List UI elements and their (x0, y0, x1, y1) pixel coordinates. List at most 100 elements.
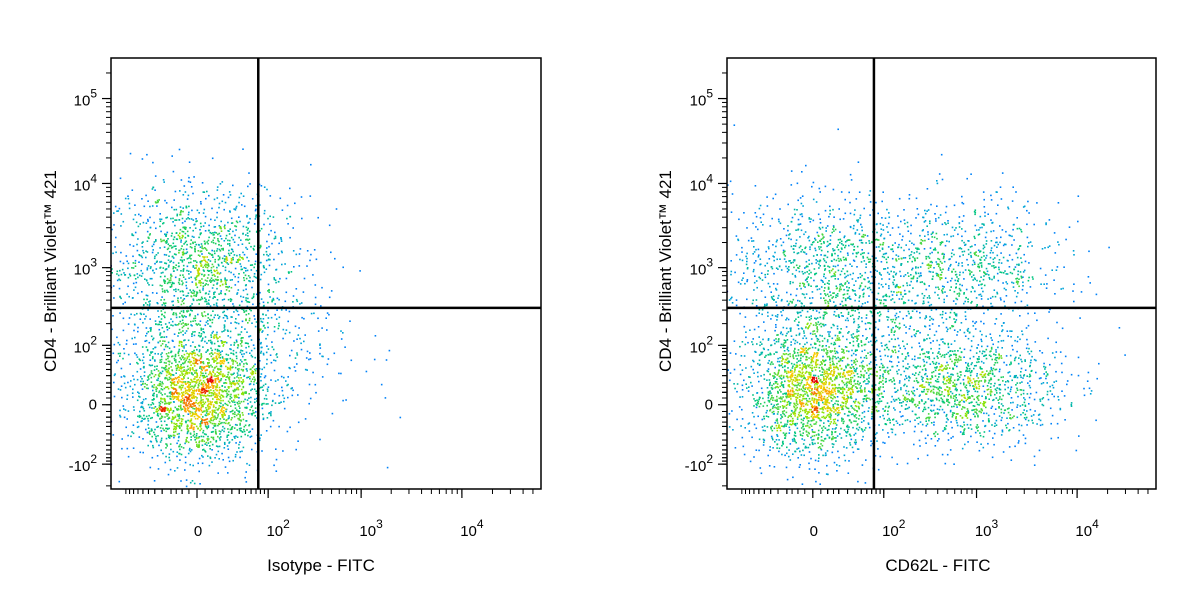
event-dot (202, 331, 205, 333)
event-dot (136, 249, 139, 252)
event-dot (886, 208, 888, 211)
event-dot (1061, 327, 1064, 330)
event-dot (783, 258, 786, 260)
event-dot (204, 392, 206, 394)
event-dot (208, 359, 210, 361)
event-dot (182, 194, 185, 196)
event-dot (145, 339, 148, 342)
event-dot (245, 392, 247, 394)
event-dot (168, 436, 170, 439)
event-dot (787, 318, 790, 321)
event-dot (216, 250, 218, 252)
event-dot (192, 397, 194, 399)
event-dot (232, 373, 234, 375)
event-dot (181, 315, 184, 318)
event-dot (173, 333, 176, 335)
event-dot (209, 379, 211, 381)
event-dot (171, 392, 173, 394)
event-dot (754, 275, 756, 277)
event-dot (195, 390, 198, 392)
event-dot (153, 369, 156, 371)
event-dot (190, 258, 192, 260)
event-dot (941, 285, 944, 288)
event-dot (815, 262, 818, 264)
event-dot (205, 421, 208, 423)
event-dot (171, 355, 174, 357)
event-dot (138, 274, 141, 277)
event-dot (1080, 291, 1083, 293)
event-dot (236, 293, 238, 295)
event-dot (1061, 371, 1063, 374)
event-dot (205, 378, 208, 381)
event-dot (180, 363, 182, 366)
event-dot (217, 367, 219, 370)
event-dot (193, 402, 196, 405)
event-dot (1060, 288, 1062, 290)
event-dot (764, 329, 766, 332)
event-dot (170, 386, 173, 389)
event-dot (776, 258, 778, 261)
event-dot (187, 389, 189, 392)
event-dot (866, 235, 869, 237)
event-dot (163, 429, 165, 432)
event-dot (769, 285, 771, 288)
event-dot (217, 415, 219, 417)
event-dot (786, 291, 788, 294)
event-dot (255, 368, 258, 370)
event-dot (232, 349, 235, 352)
event-dot (251, 373, 253, 376)
event-dot (155, 390, 158, 392)
event-dot (942, 341, 944, 343)
event-dot (202, 212, 205, 214)
event-dot (207, 259, 210, 261)
event-dot (200, 203, 202, 205)
event-dot (288, 331, 291, 334)
event-dot (201, 421, 203, 424)
event-dot (290, 387, 292, 390)
event-dot (856, 266, 858, 268)
event-dot (189, 383, 191, 386)
event-dot (196, 291, 198, 293)
event-dot (218, 352, 220, 355)
event-dot (809, 221, 812, 223)
event-dot (165, 427, 167, 430)
event-dot (213, 198, 216, 201)
event-dot (1061, 390, 1063, 392)
event-dot (1003, 300, 1005, 303)
event-dot (145, 302, 147, 304)
event-dot (335, 208, 338, 210)
event-dot (184, 232, 187, 235)
event-dot (164, 304, 167, 307)
event-dot (209, 400, 211, 403)
event-dot (298, 327, 300, 329)
event-dot (227, 252, 230, 255)
event-dot (244, 391, 246, 394)
event-dot (989, 333, 992, 335)
event-dot (178, 417, 181, 419)
event-dot (230, 383, 233, 386)
event-dot (786, 478, 789, 481)
event-dot (157, 377, 160, 380)
event-dot (194, 417, 197, 420)
event-dot (169, 377, 172, 380)
event-dot (153, 412, 155, 414)
event-dot (799, 213, 802, 216)
event-dot (260, 273, 263, 276)
event-dot (213, 291, 215, 294)
event-dot (241, 353, 243, 356)
event-dot (267, 348, 270, 350)
event-dot (201, 369, 203, 372)
event-dot (184, 374, 186, 377)
event-dot (195, 406, 198, 409)
event-dot (804, 279, 807, 281)
event-dot (213, 424, 216, 427)
event-dot (161, 296, 163, 298)
event-dot (193, 362, 196, 365)
event-dot (713, 355, 715, 357)
event-dot (197, 445, 200, 447)
event-dot (1060, 362, 1063, 365)
event-dot (172, 238, 175, 241)
event-dot (176, 433, 179, 435)
event-dot (164, 302, 167, 304)
event-dot (217, 258, 220, 261)
